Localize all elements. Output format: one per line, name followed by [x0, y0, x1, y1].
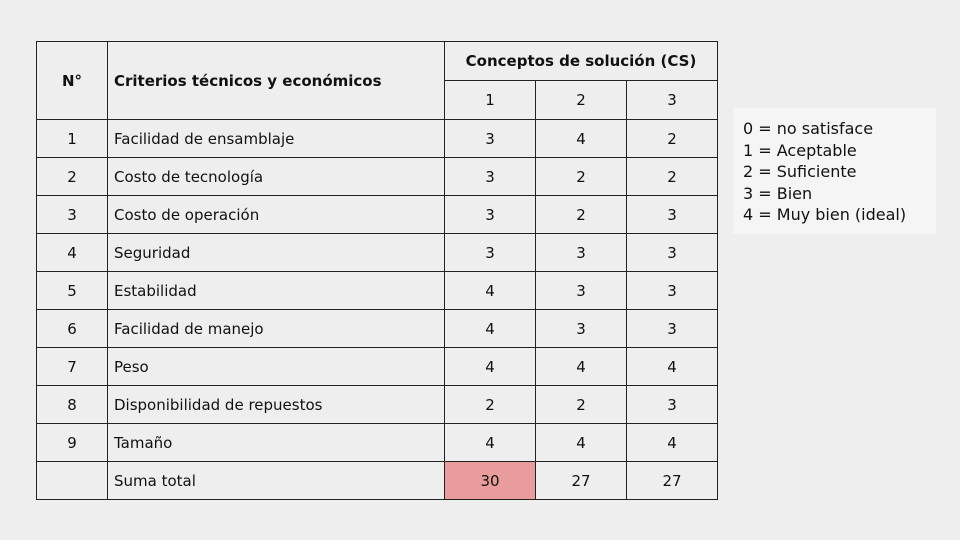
total-label: Suma total — [107, 461, 445, 500]
header-number: N° — [36, 41, 108, 120]
score-cell: 3 — [626, 271, 718, 310]
criterion-name: Facilidad de ensamblaje — [107, 119, 445, 158]
table-row: 3 Costo de operación 3 2 3 — [36, 195, 718, 234]
concept-header: 1 — [444, 80, 536, 120]
header-criteria: Criterios técnicos y económicos — [107, 41, 445, 120]
score-cell: 3 — [626, 195, 718, 234]
score-cell: 4 — [535, 423, 627, 462]
legend-item: 0 = no satisface — [743, 119, 874, 138]
row-number: 3 — [36, 195, 108, 234]
criterion-name: Costo de operación — [107, 195, 445, 234]
score-cell: 4 — [444, 309, 536, 348]
scale-legend: 0 = no satisface 1 = Aceptable 2 = Sufic… — [733, 108, 936, 234]
table-row: 1 Facilidad de ensamblaje 3 4 2 — [36, 119, 718, 158]
score-cell: 4 — [444, 347, 536, 386]
score-cell: 4 — [535, 347, 627, 386]
score-cell: 2 — [626, 157, 718, 196]
row-number: 5 — [36, 271, 108, 310]
row-number: 7 — [36, 347, 108, 386]
criterion-name: Peso — [107, 347, 445, 386]
row-number: 1 — [36, 119, 108, 158]
score-cell: 2 — [626, 119, 718, 158]
table-row: 9 Tamaño 4 4 4 — [36, 423, 718, 462]
header-row: N° Criterios técnicos y económicos Conce… — [36, 41, 718, 120]
criterion-name: Tamaño — [107, 423, 445, 462]
score-cell: 4 — [444, 271, 536, 310]
total-cell: 27 — [626, 461, 718, 500]
evaluation-table: N° Criterios técnicos y económicos Conce… — [36, 41, 718, 500]
score-cell: 3 — [626, 309, 718, 348]
table-row: 8 Disponibilidad de repuestos 2 2 3 — [36, 385, 718, 424]
score-cell: 3 — [444, 233, 536, 272]
legend-item: 4 = Muy bien (ideal) — [743, 205, 907, 224]
row-number: 9 — [36, 423, 108, 462]
total-cell: 27 — [535, 461, 627, 500]
row-number: 4 — [36, 233, 108, 272]
legend-item: 1 = Aceptable — [743, 140, 857, 160]
score-cell: 2 — [535, 195, 627, 234]
score-cell: 4 — [444, 423, 536, 462]
row-number: 8 — [36, 385, 108, 424]
score-cell: 3 — [444, 119, 536, 158]
score-cell: 4 — [626, 423, 718, 462]
concept-header: 2 — [535, 80, 627, 120]
score-cell: 3 — [626, 233, 718, 272]
total-cell: 30 — [444, 461, 536, 500]
legend-item: 3 = Bien — [743, 183, 813, 203]
table-row: 6 Facilidad de manejo 4 3 3 — [36, 309, 718, 348]
score-cell: 3 — [535, 309, 627, 348]
criterion-name: Seguridad — [107, 233, 445, 272]
table-row: 4 Seguridad 3 3 3 — [36, 233, 718, 272]
row-number: 2 — [36, 157, 108, 196]
score-cell: 3 — [535, 271, 627, 310]
score-cell: 3 — [535, 233, 627, 272]
total-row: Suma total 30 27 27 — [36, 461, 718, 500]
table-row: 5 Estabilidad 4 3 3 — [36, 271, 718, 310]
score-cell: 3 — [444, 157, 536, 196]
empty-cell — [36, 461, 108, 500]
score-cell: 3 — [626, 385, 718, 424]
header-concepts: Conceptos de solución (CS) — [444, 41, 718, 81]
score-cell: 4 — [535, 119, 627, 158]
table-row: 2 Costo de tecnología 3 2 2 — [36, 157, 718, 196]
score-cell: 2 — [535, 385, 627, 424]
score-cell: 3 — [444, 195, 536, 234]
table-row: 7 Peso 4 4 4 — [36, 347, 718, 386]
score-cell: 2 — [444, 385, 536, 424]
legend-item: 2 = Suficiente — [743, 162, 857, 181]
criterion-name: Disponibilidad de repuestos — [107, 385, 445, 424]
criterion-name: Facilidad de manejo — [107, 309, 445, 348]
score-cell: 2 — [535, 157, 627, 196]
score-cell: 4 — [626, 347, 718, 386]
criterion-name: Costo de tecnología — [107, 157, 445, 196]
row-number: 6 — [36, 309, 108, 348]
concept-header: 3 — [626, 80, 718, 120]
criterion-name: Estabilidad — [107, 271, 445, 310]
